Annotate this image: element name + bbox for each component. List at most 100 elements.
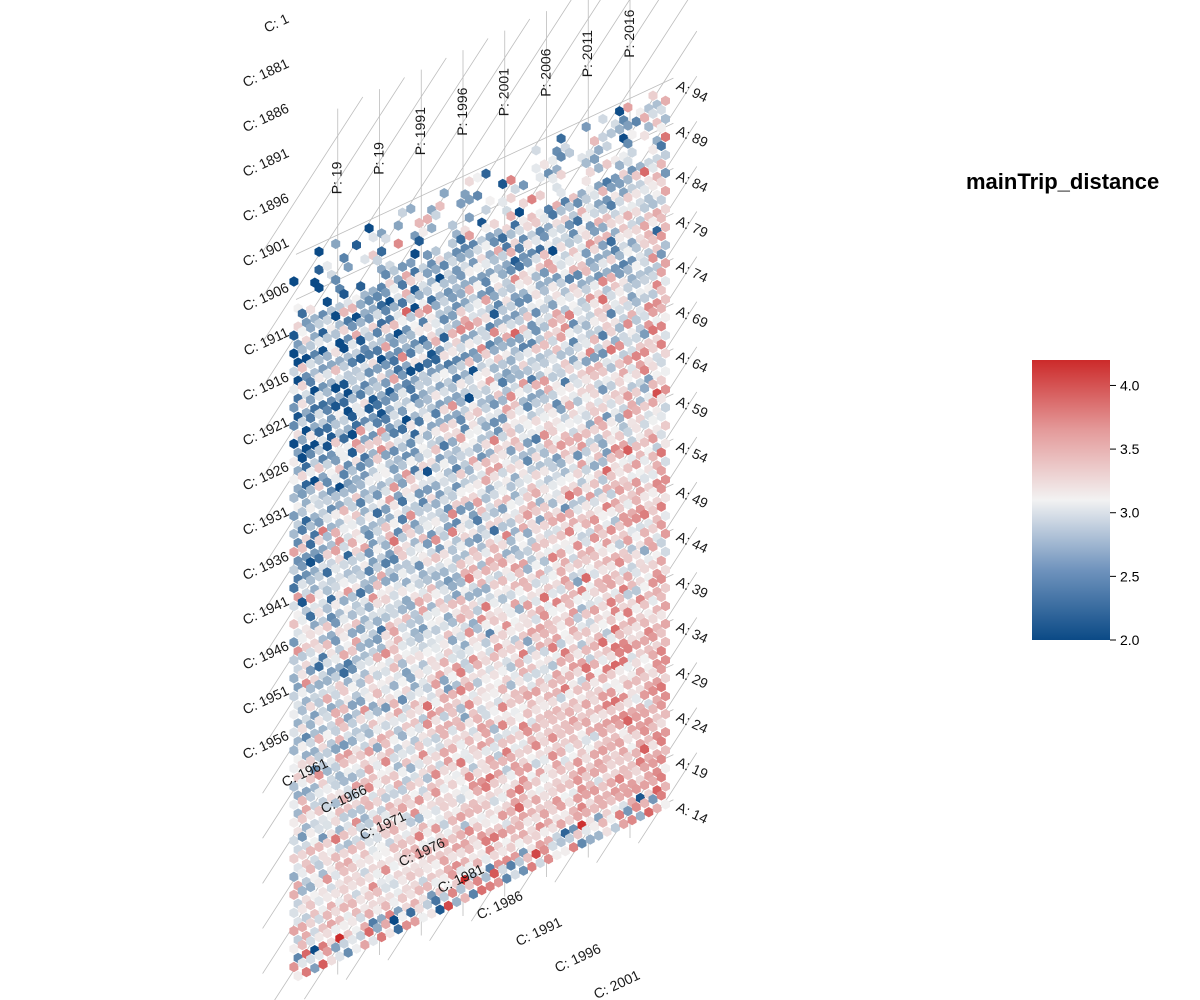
hex-cell xyxy=(331,599,341,610)
hex-cell xyxy=(339,667,349,679)
hex-cell xyxy=(473,244,483,255)
hex-cell xyxy=(598,384,608,395)
hex-cell xyxy=(640,274,650,286)
hex-cell xyxy=(468,888,478,900)
hex-cell xyxy=(556,692,566,704)
hex-cell xyxy=(398,261,407,272)
hex-cell xyxy=(498,431,508,442)
hex-cell xyxy=(314,950,324,961)
hex-cell xyxy=(464,861,474,873)
hex-cell xyxy=(452,896,462,908)
hex-cell xyxy=(514,712,524,723)
hex-cell xyxy=(498,485,508,496)
hex-cell xyxy=(322,892,332,903)
hex-cell xyxy=(389,427,399,439)
hex-cell xyxy=(590,604,599,616)
hex-cell xyxy=(381,882,391,894)
hex-cell xyxy=(398,911,407,922)
hex-cell xyxy=(489,471,499,482)
hex-cell xyxy=(464,266,474,277)
hex-cell xyxy=(347,663,357,675)
hex-cell xyxy=(531,668,541,679)
hex-cell xyxy=(631,441,641,452)
hex-cell xyxy=(431,751,441,762)
hex-cell xyxy=(464,176,474,187)
hex-cell xyxy=(514,477,524,488)
hex-cell xyxy=(435,200,445,212)
hex-cell xyxy=(581,464,591,475)
hex-cell xyxy=(381,684,391,695)
hex-cell xyxy=(640,238,650,250)
hex-cell xyxy=(322,603,332,614)
hex-cell xyxy=(389,464,399,475)
hex-cell xyxy=(306,466,316,478)
hex-cell xyxy=(322,531,332,542)
hex-cell xyxy=(623,481,633,492)
hex-cell xyxy=(489,507,499,518)
hex-cell xyxy=(514,603,524,615)
hex-cell xyxy=(506,553,516,565)
hex-cell xyxy=(356,551,366,563)
hex-cell xyxy=(306,845,316,857)
hex-cell xyxy=(548,498,558,509)
hex-cell xyxy=(565,742,574,754)
hex-cell xyxy=(381,287,391,298)
hex-cell xyxy=(460,892,470,904)
hex-cell xyxy=(498,683,508,695)
hex-cell xyxy=(489,868,499,879)
hex-cell xyxy=(414,289,424,301)
hex-cell xyxy=(606,651,616,662)
hex-cell xyxy=(456,252,466,263)
hex-cell xyxy=(406,853,416,864)
hex-cell xyxy=(623,192,633,203)
hex-cell xyxy=(431,588,441,600)
hex-cell xyxy=(331,617,341,628)
hex-cell xyxy=(502,873,512,884)
hex-cell xyxy=(506,607,516,619)
hex-cell xyxy=(356,407,366,418)
hex-cell xyxy=(598,276,608,287)
hex-cell xyxy=(565,255,574,267)
hex-cell xyxy=(347,808,357,819)
hex-cell xyxy=(314,372,324,384)
age-tick-label: A: 89 xyxy=(674,122,711,150)
hex-cell xyxy=(539,772,549,783)
hex-cell xyxy=(623,499,633,510)
hex-cell xyxy=(481,529,491,540)
hex-cell xyxy=(648,685,658,697)
hex-cell xyxy=(539,790,549,802)
hex-cell xyxy=(590,622,599,634)
hex-cell xyxy=(339,776,349,787)
hex-cell xyxy=(565,670,574,682)
hex-cell xyxy=(489,687,499,699)
hex-cell xyxy=(548,245,558,256)
hex-cell xyxy=(631,513,641,524)
hex-cell xyxy=(306,827,316,839)
hex-cell xyxy=(514,694,524,705)
hex-cell xyxy=(314,463,324,474)
hex-cell xyxy=(615,448,625,460)
hex-cell xyxy=(473,803,483,815)
hex-cell xyxy=(439,855,449,866)
hex-cell xyxy=(606,543,616,554)
hex-cell xyxy=(606,488,616,500)
hex-cell xyxy=(489,633,499,645)
hex-cell xyxy=(431,805,441,816)
hex-cell xyxy=(389,283,399,294)
hex-cell xyxy=(631,278,641,290)
hex-cell xyxy=(590,460,599,471)
hex-cell xyxy=(398,748,407,760)
hex-cell xyxy=(297,957,307,969)
hex-cell xyxy=(456,649,466,660)
hex-cell xyxy=(594,144,604,156)
hex-cell xyxy=(347,718,357,729)
hex-cell xyxy=(590,226,599,237)
legend-ticks: 2.02.53.03.54.0 xyxy=(1110,377,1140,648)
hex-cell xyxy=(523,347,533,358)
hex-cell xyxy=(656,393,666,404)
hex-cell xyxy=(331,671,341,683)
hex-cell xyxy=(339,397,349,408)
hex-cell xyxy=(481,655,491,666)
hex-cell xyxy=(423,430,432,441)
hex-cell xyxy=(322,477,332,488)
